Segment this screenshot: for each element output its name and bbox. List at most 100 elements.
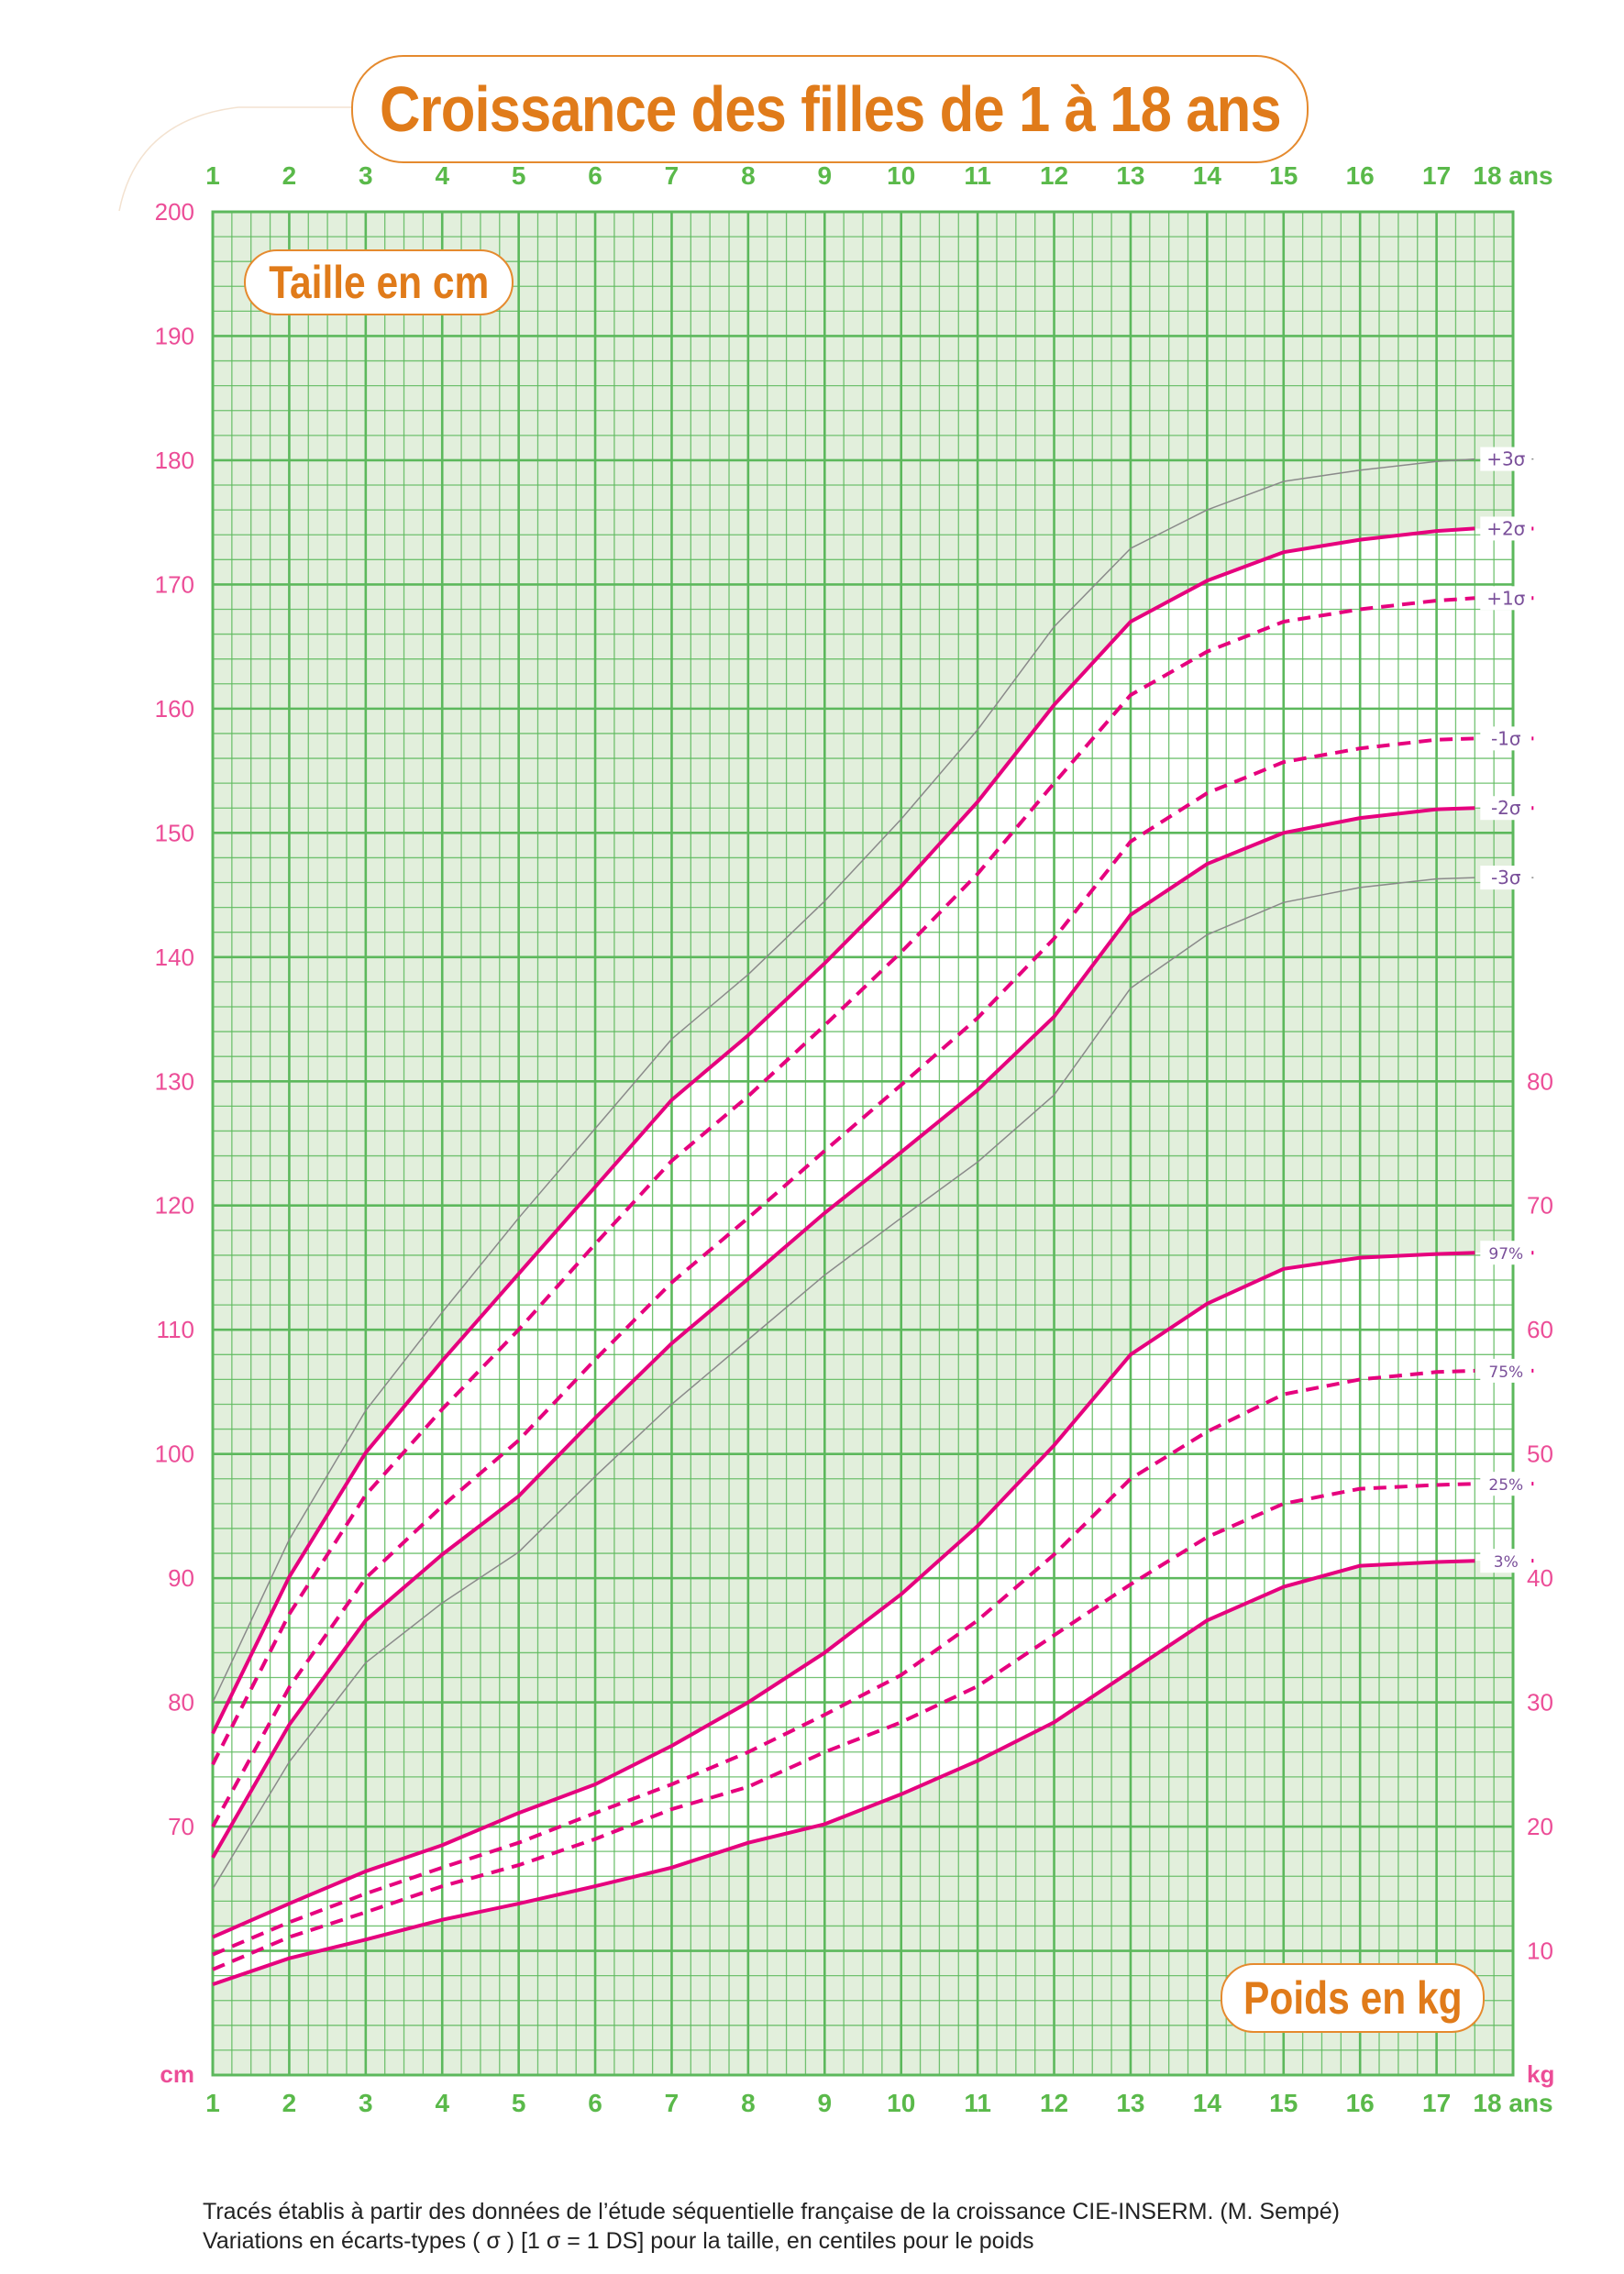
- age-tick-top: 13: [1116, 161, 1144, 190]
- curve-label: 3%: [1494, 1553, 1519, 1572]
- age-tick-top: 17: [1422, 161, 1451, 190]
- curve-label: +2σ: [1486, 517, 1525, 539]
- age-tick-bottom: 18 ans: [1473, 2089, 1552, 2117]
- height-tick-label: 90: [168, 1564, 194, 1592]
- age-tick-top: 3: [359, 161, 373, 190]
- height-tick-label: 200: [155, 198, 194, 226]
- age-tick-top: 14: [1193, 161, 1222, 190]
- weight-tick-label: 20: [1527, 1813, 1553, 1840]
- weight-tick-label: 80: [1527, 1067, 1553, 1095]
- curve-label: -1σ: [1491, 727, 1521, 749]
- weight-unit-label: kg: [1527, 2060, 1554, 2088]
- weight-panel-label: Poids en kg: [1243, 1972, 1463, 2024]
- curve-label: +3σ: [1486, 448, 1525, 470]
- curve-label: +1σ: [1486, 587, 1525, 609]
- curve-label-box: [1480, 1358, 1532, 1383]
- age-tick-bottom: 5: [512, 2089, 526, 2117]
- curve-label-box: [1480, 447, 1532, 471]
- age-tick-bottom: 12: [1040, 2089, 1068, 2117]
- height-tick-label: 190: [155, 322, 194, 349]
- age-tick-bottom: 6: [588, 2089, 602, 2117]
- age-tick-bottom: 17: [1422, 2089, 1451, 2117]
- age-tick-top: 9: [818, 161, 833, 190]
- age-tick-bottom: 14: [1193, 2089, 1222, 2117]
- decorative-corner: [118, 106, 351, 212]
- curve-label: 97%: [1488, 1245, 1523, 1264]
- age-tick-bottom: 7: [665, 2089, 679, 2117]
- height-tick-label: 130: [155, 1067, 194, 1095]
- title-banner: Croissance des filles de 1 à 18 ans: [351, 55, 1309, 163]
- age-tick-bottom: 11: [964, 2089, 991, 2117]
- height-tick-label: 120: [155, 1192, 194, 1220]
- weight-tick-label: 60: [1527, 1316, 1553, 1343]
- age-tick-bottom: 4: [435, 2089, 449, 2117]
- curve-label-box: [1480, 1241, 1532, 1265]
- curve-label: 75%: [1488, 1363, 1523, 1382]
- height-tick-label: 80: [168, 1689, 194, 1717]
- age-tick-top: 11: [964, 161, 991, 190]
- curve-label-box: [1480, 796, 1532, 821]
- age-tick-top: 1: [205, 161, 220, 190]
- height-curve-+1σ: [211, 596, 1475, 1766]
- age-tick-top: 16: [1346, 161, 1375, 190]
- weight-curve-3%: [212, 1559, 1475, 1986]
- height-tick-label: 150: [155, 819, 194, 846]
- height-tick-label: 70: [168, 1813, 194, 1840]
- weight-tick-label: 40: [1527, 1564, 1553, 1592]
- age-tick-bottom: 13: [1116, 2089, 1144, 2117]
- curve-label-box: [1480, 1472, 1532, 1496]
- plot-border: [211, 210, 1515, 2077]
- weight-panel-label-box: Poids en kg: [1221, 1963, 1485, 2033]
- weight-tick-label: 10: [1527, 1937, 1553, 1965]
- age-tick-bottom: 1: [205, 2089, 220, 2117]
- curve-label: -2σ: [1491, 797, 1521, 819]
- weight-tick-label: 50: [1527, 1441, 1553, 1468]
- age-tick-bottom: 3: [359, 2089, 373, 2117]
- height-curve--1σ: [211, 736, 1475, 1828]
- height-curve--3σ: [212, 877, 1475, 1890]
- height-panel-label-box: Taille en cm: [244, 249, 514, 315]
- age-tick-top: 2: [282, 161, 297, 190]
- age-tick-bottom: 15: [1269, 2089, 1298, 2117]
- height-curve--2σ: [211, 806, 1475, 1859]
- chart-title: Croissance des filles de 1 à 18 ans: [379, 73, 1282, 145]
- height-tick-label: 100: [155, 1441, 194, 1468]
- height-tick-label: 180: [155, 447, 194, 474]
- age-tick-bottom: 10: [887, 2089, 915, 2117]
- footer-line-1: Tracés établis à partir des données de l…: [203, 2199, 1340, 2224]
- age-tick-bottom: 2: [282, 2089, 297, 2117]
- curve-label: 25%: [1488, 1476, 1523, 1495]
- curve-label-box: [1480, 726, 1532, 751]
- curve-label: -3σ: [1491, 867, 1521, 889]
- height-unit-label: cm: [160, 2060, 194, 2088]
- curve-label-box: [1480, 586, 1532, 611]
- age-tick-top: 18 ans: [1473, 161, 1552, 190]
- weight-tick-label: 70: [1527, 1192, 1553, 1220]
- age-tick-top: 8: [741, 161, 756, 190]
- age-tick-top: 6: [588, 161, 602, 190]
- age-tick-top: 15: [1269, 161, 1298, 190]
- weight-curve-75%: [212, 1368, 1475, 1957]
- height-curve-+3σ: [212, 458, 1475, 1703]
- curve-label-box: [1480, 516, 1532, 541]
- age-tick-top: 10: [887, 161, 915, 190]
- curve-label-box: [1480, 1549, 1532, 1573]
- height-panel-label: Taille en cm: [268, 257, 490, 308]
- age-tick-top: 12: [1040, 161, 1068, 190]
- age-tick-bottom: 16: [1346, 2089, 1375, 2117]
- footer-note: Tracés établis à partir des données de l…: [203, 2197, 1340, 2256]
- height-tick-label: 110: [157, 1316, 194, 1343]
- height-tick-label: 140: [155, 944, 194, 971]
- age-tick-bottom: 8: [741, 2089, 756, 2117]
- height-tick-label: 160: [155, 695, 194, 723]
- weight-tick-label: 30: [1527, 1689, 1553, 1717]
- height-tick-label: 170: [155, 570, 194, 598]
- age-tick-top: 7: [665, 161, 679, 190]
- age-tick-top: 4: [435, 161, 449, 190]
- weight-curve-97%: [212, 1251, 1475, 1939]
- age-tick-top: 5: [512, 161, 526, 190]
- age-tick-bottom: 9: [818, 2089, 833, 2117]
- footer-line-2: Variations en écarts-types ( σ ) [1 σ = …: [203, 2228, 1034, 2254]
- curve-label-box: [1480, 866, 1532, 890]
